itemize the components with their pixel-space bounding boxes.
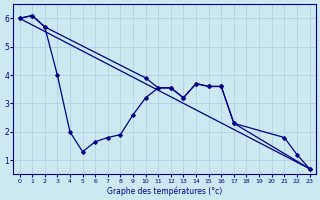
X-axis label: Graphe des températures (°c): Graphe des températures (°c) xyxy=(107,186,222,196)
